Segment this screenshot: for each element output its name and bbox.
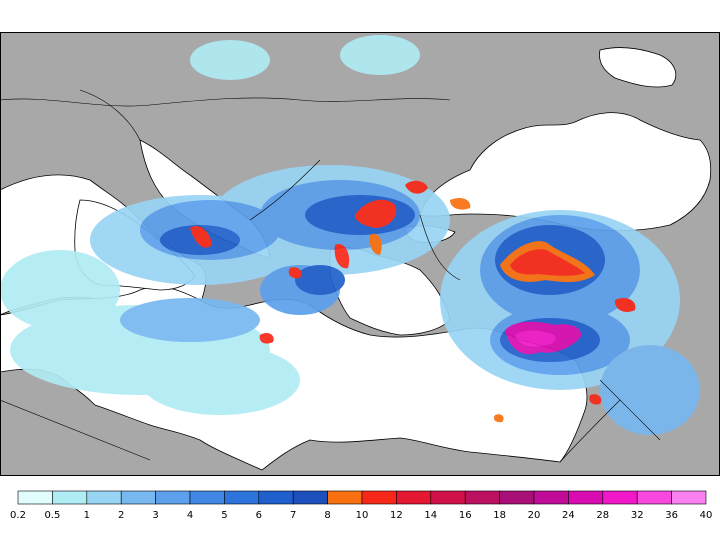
legend-swatch xyxy=(636,490,672,505)
eastern-sea-edge xyxy=(599,47,677,88)
legend-label: 16 xyxy=(459,510,472,521)
legend-swatch xyxy=(396,490,432,505)
legend-label: 18 xyxy=(493,510,506,521)
legend-swatch xyxy=(292,490,328,505)
legend-label: 40 xyxy=(700,510,713,521)
legend-label: 28 xyxy=(596,510,609,521)
legend-swatch xyxy=(189,490,225,505)
precipitation-field xyxy=(0,35,700,435)
legend-label: 3 xyxy=(152,510,158,521)
legend-swatch xyxy=(327,490,363,505)
legend-label: 5 xyxy=(221,510,227,521)
legend-label: 20 xyxy=(528,510,541,521)
legend-label: 36 xyxy=(665,510,678,521)
legend-swatch xyxy=(464,490,500,505)
legend-label: 8 xyxy=(324,510,330,521)
legend-label: 0.2 xyxy=(10,510,26,521)
legend-swatch xyxy=(224,490,260,505)
legend-label: 2 xyxy=(118,510,124,521)
legend-label: 24 xyxy=(562,510,575,521)
legend-swatch xyxy=(533,490,569,505)
legend-label: 0.5 xyxy=(44,510,60,521)
legend-swatch xyxy=(361,490,397,505)
legend-swatch xyxy=(155,490,191,505)
legend-swatch xyxy=(499,490,535,505)
legend-swatch xyxy=(17,490,53,505)
legend-label: 12 xyxy=(390,510,403,521)
legend-swatch xyxy=(568,490,604,505)
legend-swatch xyxy=(120,490,156,505)
legend-swatch xyxy=(258,490,294,505)
legend-label: 6 xyxy=(256,510,262,521)
country-borders xyxy=(0,89,661,463)
legend-label: 7 xyxy=(290,510,296,521)
legend-label: 32 xyxy=(631,510,644,521)
legend-swatch xyxy=(430,490,466,505)
legend-label: 4 xyxy=(187,510,193,521)
legend-swatch xyxy=(86,490,122,505)
legend-swatch xyxy=(602,490,638,505)
legend-swatch xyxy=(52,490,88,505)
legend-label: 1 xyxy=(84,510,90,521)
legend-swatch xyxy=(671,490,707,505)
legend-label: 10 xyxy=(356,510,369,521)
legend-label: 14 xyxy=(424,510,437,521)
